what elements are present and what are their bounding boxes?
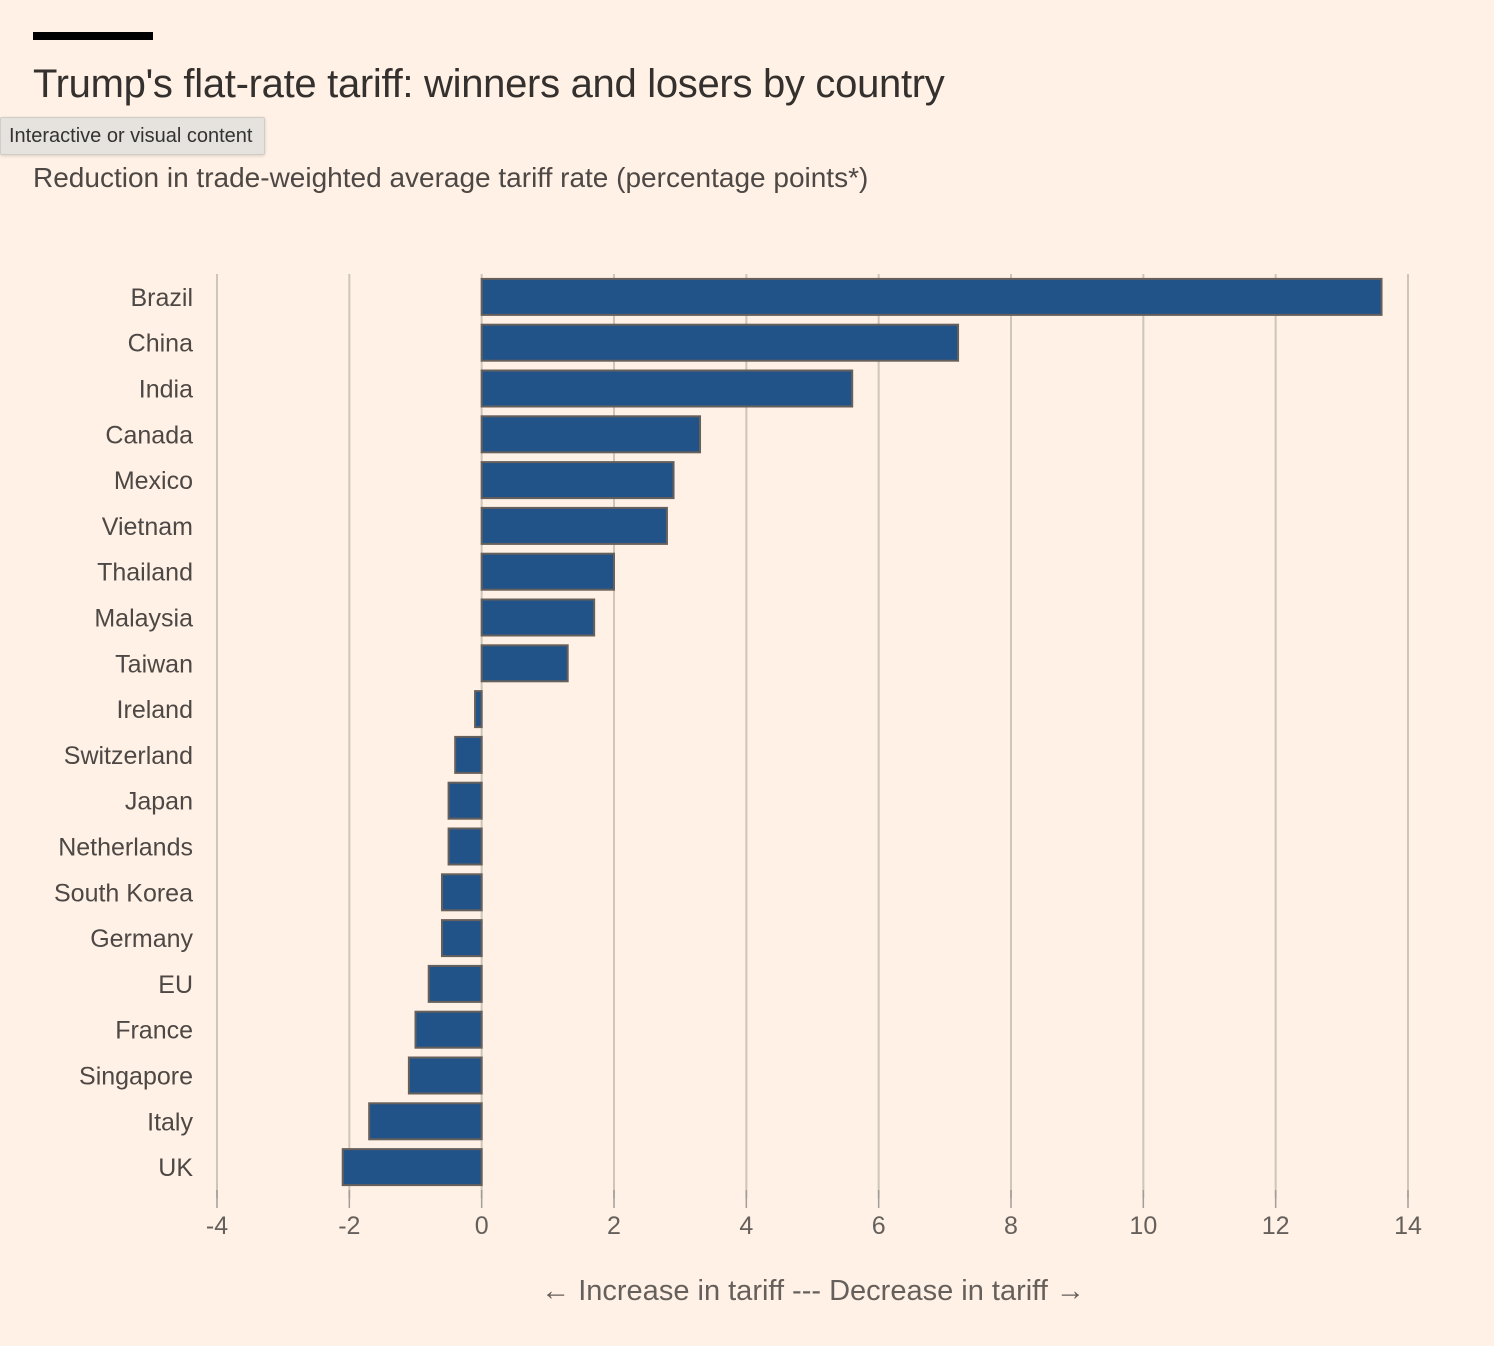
category-label: Canada [105, 421, 193, 449]
chart-title: Trump's flat-rate tariff: winners and lo… [33, 62, 945, 106]
category-label: Japan [125, 788, 193, 816]
bar-uk [341, 1148, 483, 1187]
category-label: Netherlands [58, 834, 193, 862]
category-label: Vietnam [102, 513, 193, 541]
bar-eu [427, 964, 483, 1003]
x-tick-label: 6 [872, 1212, 886, 1240]
bar-malaysia [480, 598, 596, 637]
category-label: Thailand [97, 559, 193, 587]
category-label: Singapore [79, 1063, 193, 1091]
bar-china [480, 323, 960, 362]
category-label: EU [158, 971, 193, 999]
x-tick-label: 10 [1129, 1212, 1157, 1240]
category-label: Ireland [117, 696, 193, 724]
category-label: Brazil [130, 284, 193, 312]
bar-germany [440, 919, 483, 958]
bar-singapore [407, 1056, 483, 1095]
x-tick-label: -4 [206, 1212, 228, 1240]
bar-japan [447, 781, 483, 820]
bar-canada [480, 415, 702, 454]
category-label: South Korea [54, 879, 193, 907]
bar-brazil [480, 277, 1383, 316]
bar-ireland [474, 690, 483, 729]
category-label: Germany [90, 925, 193, 953]
brand-accent-bar [33, 32, 153, 40]
content-tooltip: Interactive or visual content [0, 117, 266, 155]
bar-netherlands [447, 827, 483, 866]
x-tick-label: -2 [338, 1212, 360, 1240]
x-tick-label: 4 [739, 1212, 753, 1240]
bar-vietnam [480, 506, 668, 545]
bar-south-korea [440, 873, 483, 912]
category-label: Taiwan [115, 650, 193, 678]
bar-india [480, 369, 854, 408]
category-label: France [115, 1017, 193, 1045]
x-axis-label: ← Increase in tariff --- Decrease in tar… [541, 1275, 1085, 1307]
x-tick-label: 2 [607, 1212, 621, 1240]
category-label: UK [158, 1154, 193, 1182]
bar-france [414, 1010, 483, 1049]
chart-subtitle: Reduction in trade-weighted average tari… [33, 162, 869, 193]
gridlines [216, 274, 1409, 1198]
bar-italy [368, 1102, 483, 1141]
x-tick-label: 12 [1262, 1212, 1290, 1240]
bar-switzerland [454, 735, 483, 774]
category-label: China [128, 330, 193, 358]
category-label: Mexico [114, 467, 193, 495]
category-label: Italy [147, 1108, 193, 1136]
x-axis-ticks: -4 -2 0 2 4 6 8 10 12 14 [206, 1190, 1422, 1240]
x-tick-label: 0 [475, 1212, 489, 1240]
category-labels: Brazil China India Canada Mexico Vietnam Thail… [54, 284, 193, 1182]
category-label: India [139, 376, 193, 404]
category-label: Malaysia [94, 605, 193, 633]
x-tick-label: 14 [1394, 1212, 1422, 1240]
bar-thailand [480, 552, 615, 591]
bar-taiwan [480, 644, 569, 683]
x-tick-label: 8 [1004, 1212, 1018, 1240]
bars [341, 277, 1383, 1187]
category-label: Switzerland [64, 742, 193, 770]
bar-mexico [480, 461, 675, 500]
